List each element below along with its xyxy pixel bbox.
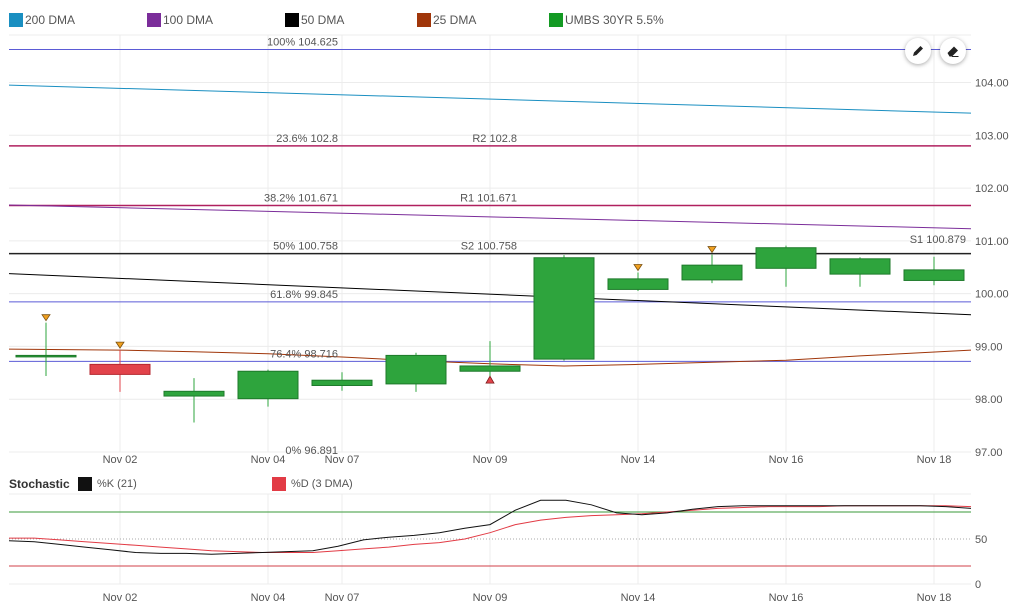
legend-swatch [78,477,92,491]
legend-swatch [549,13,563,27]
x-tick-label: Nov 16 [769,454,804,466]
y-tick-label: 101.00 [975,236,1009,248]
pivot-label: R2 102.8 [472,133,517,145]
pivot-label: S2 100.758 [461,241,517,253]
y-tick-label: 98.00 [975,394,1003,406]
x-tick-label: Nov 14 [621,454,656,466]
buy-signal-marker [707,246,717,254]
candle-body [15,354,77,358]
ma-line [8,84,972,114]
candle-body [459,365,521,372]
x-tick-label: Nov 04 [251,592,286,604]
fib-label: 0% 96.891 [285,445,338,457]
x-tick-label: Nov 07 [325,454,360,466]
legend-item-25dma[interactable]: 25 DMA [417,13,476,27]
fib-label: 76.4% 98.716 [270,348,338,360]
x-tick-label: Nov 14 [621,592,656,604]
legend-label: 50 DMA [301,13,345,27]
candle-body [607,278,669,290]
x-tick-label: Nov 09 [473,592,508,604]
stochastic-axis: Nov 02 Nov 04 Nov 07 Nov 09 Nov 14 Nov 16 Nov … [103,534,988,604]
pivot-label: R1 101.671 [460,192,517,204]
d-line [9,505,972,553]
x-tick-label: Nov 18 [917,454,952,466]
y-tick-label: 103.00 [975,130,1009,142]
y-tick-label: 99.00 [975,341,1003,353]
buy-signal-marker [115,341,125,349]
candle-body [755,247,817,269]
price-chart[interactable]: 100% 104.625 23.6% 102.8 38.2% 101.671 50% … [0,0,1017,470]
candle-body [533,257,595,360]
x-tick-label: Nov 02 [103,454,138,466]
buy-signal-marker [41,314,51,322]
legend-item-50dma[interactable]: 50 DMA [285,13,344,27]
ma-line [8,273,972,316]
candle-body [829,258,891,275]
candle-body [311,379,373,386]
x-tick-label: Nov 09 [473,454,508,466]
draw-button[interactable] [905,38,931,64]
legend-label: UMBS 30YR 5.5% [565,13,664,27]
candle-body [385,354,447,385]
fib-label: 50% 100.758 [273,241,338,253]
y-tick-label: 100.00 [975,289,1009,301]
x-tick-label: Nov 18 [917,592,952,604]
legend-label: 25 DMA [433,13,477,27]
stochastic-chart[interactable]: Nov 02 Nov 04 Nov 07 Nov 09 Nov 14 Nov 16 Nov … [0,490,1017,616]
buy-signal-marker [633,264,643,272]
ma-line [8,204,972,230]
y-tick-label: 0 [975,579,981,591]
candle-body [681,264,743,281]
legend-item-d[interactable]: %D (3 DMA) [272,477,353,491]
candle-body [903,269,965,281]
legend-item-200dma[interactable]: 200 DMA [9,13,75,27]
candle-body [163,390,225,397]
axis-labels: 97.00 98.00 99.00 100.00 101.00 102.00 103.00 1… [103,78,1009,466]
chart-legend: 200 DMA 100 DMA 50 DMA 25 DMA UMBS 30YR … [0,13,1017,33]
x-tick-label: Nov 04 [251,454,286,466]
y-tick-label: 104.00 [975,78,1009,90]
fib-label: 23.6% 102.8 [276,133,338,145]
pivot-label: S1 100.879 [910,234,966,246]
legend-swatch [272,477,286,491]
legend-swatch [285,13,299,27]
legend-label: 200 DMA [25,13,76,27]
x-tick-label: Nov 07 [325,592,360,604]
candle-body [237,370,299,400]
erase-button[interactable] [940,38,966,64]
y-tick-label: 102.00 [975,183,1009,195]
legend-label: 100 DMA [163,13,214,27]
stochastic-grid [9,493,971,585]
legend-item-100dma[interactable]: 100 DMA [147,13,213,27]
candle-body [89,363,151,375]
legend-item-k[interactable]: %K (21) [78,477,137,491]
fib-label: 61.8% 99.845 [270,289,338,301]
signal-markers [41,246,717,384]
eraser-icon [947,46,959,57]
y-tick-label: 97.00 [975,447,1003,459]
legend-label: %K (21) [97,478,137,490]
fib-label: 38.2% 101.671 [264,192,338,204]
candles [15,245,965,423]
y-tick-label: 50 [975,534,987,546]
x-tick-label: Nov 02 [103,592,138,604]
x-tick-label: Nov 16 [769,592,804,604]
k-line [8,499,972,555]
legend-item-umbs[interactable]: UMBS 30YR 5.5% [549,13,664,27]
sell-signal-marker [485,375,495,384]
stochastic-lines [8,499,972,555]
legend-swatch [147,13,161,27]
pencil-icon [913,46,923,56]
legend-label: %D (3 DMA) [291,478,353,490]
legend-swatch [417,13,431,27]
legend-swatch [9,13,23,27]
stochastic-title: Stochastic [9,477,70,491]
fib-label: 100% 104.625 [267,37,338,49]
level-labels: 100% 104.625 23.6% 102.8 38.2% 101.671 50% … [264,37,966,457]
